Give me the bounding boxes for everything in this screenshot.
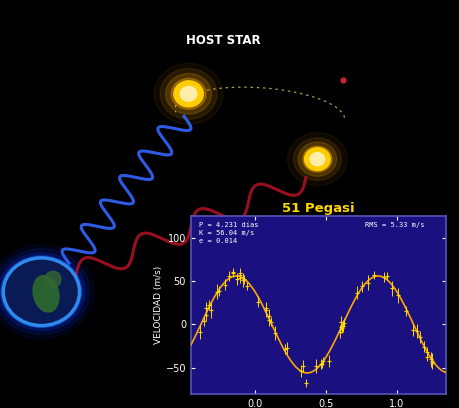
Text: RMS = 5.33 m/s: RMS = 5.33 m/s — [364, 222, 423, 228]
Circle shape — [180, 86, 196, 101]
Title: 51 Pegasi: 51 Pegasi — [282, 202, 354, 215]
Y-axis label: VELOCIDAD (m/s): VELOCIDAD (m/s) — [153, 266, 162, 344]
Circle shape — [160, 69, 217, 119]
Circle shape — [174, 81, 203, 107]
Text: EXOPLANET: EXOPLANET — [342, 217, 411, 227]
Circle shape — [302, 146, 331, 172]
Circle shape — [322, 237, 339, 252]
Circle shape — [154, 63, 223, 124]
Circle shape — [287, 133, 347, 186]
Text: HOST STAR: HOST STAR — [185, 34, 260, 47]
Circle shape — [0, 245, 94, 339]
Circle shape — [165, 73, 211, 114]
Circle shape — [297, 142, 336, 176]
Circle shape — [4, 258, 79, 325]
Circle shape — [171, 78, 206, 109]
Circle shape — [293, 138, 341, 180]
Circle shape — [317, 233, 344, 257]
Circle shape — [304, 148, 330, 171]
Circle shape — [326, 241, 335, 249]
Ellipse shape — [45, 271, 61, 288]
Circle shape — [0, 253, 85, 330]
Ellipse shape — [33, 275, 59, 312]
Text: P = 4.231 días
K = 56.04 m/s
e = 0.014: P = 4.231 días K = 56.04 m/s e = 0.014 — [198, 222, 257, 244]
Circle shape — [0, 249, 90, 335]
Circle shape — [309, 153, 324, 166]
